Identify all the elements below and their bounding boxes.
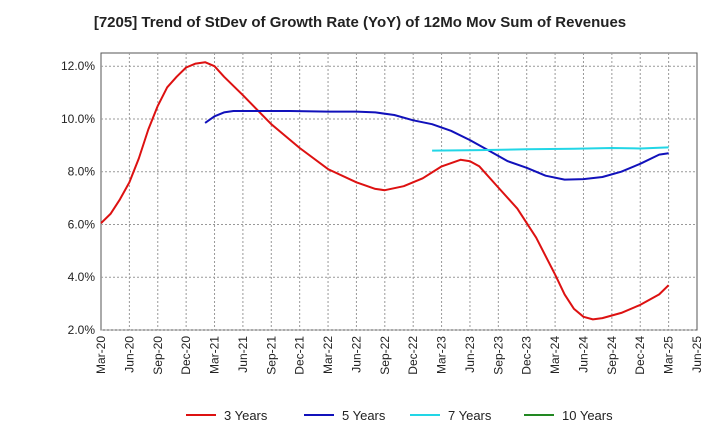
- x-tick-label: Sep-21: [264, 336, 278, 375]
- y-tick-label: 2.0%: [68, 323, 96, 337]
- y-tick-label: 6.0%: [68, 217, 96, 231]
- x-tick-label: Mar-25: [662, 336, 676, 374]
- chart-title: [7205] Trend of StDev of Growth Rate (Yo…: [93, 14, 627, 31]
- x-tick-label: Dec-22: [406, 336, 420, 375]
- x-tick-label: Mar-20: [94, 336, 108, 374]
- x-tick-label: Sep-24: [605, 336, 619, 375]
- y-tick-label: 10.0%: [61, 112, 95, 126]
- x-tick-label: Jun-22: [349, 336, 363, 373]
- grid: [101, 53, 697, 331]
- legend-label: 5 Years: [342, 408, 386, 423]
- x-tick-label: Mar-21: [208, 336, 222, 374]
- x-tick-label: Sep-23: [491, 336, 505, 375]
- x-tick-label: Dec-23: [520, 336, 534, 375]
- x-tick-label: Dec-20: [179, 336, 193, 375]
- legend-label: 10 Years: [562, 408, 613, 423]
- x-tick-label: Mar-22: [321, 336, 335, 374]
- x-tick-label: Dec-24: [633, 336, 647, 375]
- y-tick-label: 12.0%: [61, 59, 95, 73]
- x-tick-label: Mar-23: [435, 336, 449, 374]
- x-tick-label: Jun-25: [690, 336, 704, 373]
- legend: 3 Years 5 Years 7 Years 10 Years: [186, 408, 613, 423]
- x-axis-ticks: Mar-20 Jun-20 Sep-20 Dec-20 Mar-21 Jun-21 Sep-…: [94, 336, 704, 375]
- x-tick-label: Jun-21: [236, 336, 250, 373]
- x-tick-label: Jun-20: [122, 336, 136, 373]
- legend-label: 7 Years: [448, 408, 492, 423]
- y-tick-label: 8.0%: [68, 165, 96, 179]
- legend-label: 3 Years: [224, 408, 268, 423]
- series-line-5-years: [204, 110, 669, 181]
- x-tick-label: Dec-21: [293, 336, 307, 375]
- series-line-7-years: [432, 146, 669, 152]
- x-tick-label: Jun-24: [576, 336, 590, 373]
- x-tick-label: Jun-23: [463, 336, 477, 373]
- x-tick-label: Sep-22: [378, 336, 392, 375]
- plot-area: [100, 52, 698, 331]
- y-axis-ticks: 2.0% 4.0% 6.0% 8.0% 10.0% 12.0%: [61, 59, 95, 337]
- x-tick-label: Mar-24: [548, 336, 562, 374]
- series-line-3-years: [100, 61, 670, 321]
- y-tick-label: 4.0%: [68, 270, 96, 284]
- series-lines: [100, 61, 670, 321]
- x-tick-label: Sep-20: [151, 336, 165, 375]
